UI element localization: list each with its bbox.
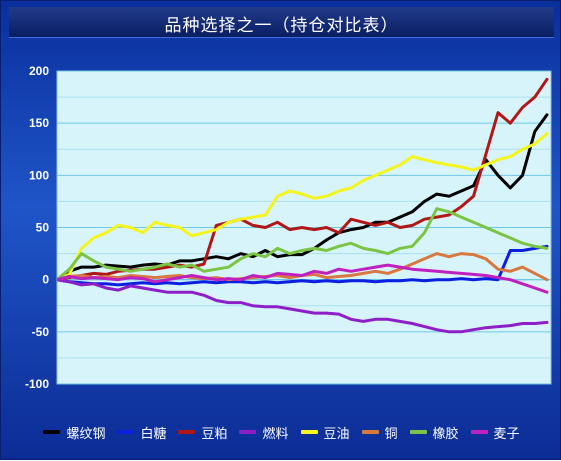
y-tick-label: 50 bbox=[36, 221, 50, 235]
legend-label: 橡胶 bbox=[432, 426, 459, 442]
legend-label: 豆粕 bbox=[201, 426, 228, 442]
series-line-3 bbox=[57, 278, 549, 334]
series-line-7 bbox=[57, 263, 549, 294]
legend-label: 铜 bbox=[384, 426, 398, 442]
series-line-6 bbox=[57, 207, 549, 282]
y-tick-label: 150 bbox=[29, 116, 49, 130]
series-line-4 bbox=[57, 132, 549, 282]
series-line-0 bbox=[57, 113, 549, 282]
legend-swatch bbox=[409, 430, 427, 434]
legend-label: 白糖 bbox=[140, 426, 167, 442]
chart-title: 品种选择之一（持仓对比表） bbox=[164, 16, 399, 36]
legend-swatch bbox=[239, 430, 257, 434]
series-lines bbox=[57, 77, 549, 334]
title-bar: 品种选择之一（持仓对比表） bbox=[9, 7, 554, 38]
legend-swatch bbox=[470, 430, 488, 434]
legend-item: 豆油 bbox=[300, 423, 350, 442]
legend-item: 燃料 bbox=[239, 423, 289, 442]
y-tick-label: -100 bbox=[25, 377, 49, 391]
legend: 螺纹钢 白糖 豆粕 燃料 豆油 铜 橡胶 麦子 bbox=[9, 419, 554, 445]
legend-label: 豆油 bbox=[323, 426, 350, 442]
legend-label: 螺纹钢 bbox=[66, 426, 106, 442]
legend-item: 白糖 bbox=[117, 423, 166, 442]
legend-label: 燃料 bbox=[262, 426, 289, 442]
y-tick-label: 0 bbox=[42, 273, 49, 287]
legend-item: 麦子 bbox=[470, 423, 520, 442]
y-tick-label: 100 bbox=[29, 168, 49, 182]
legend-item: 铜 bbox=[361, 423, 398, 442]
legend-swatch bbox=[300, 430, 318, 434]
legend-swatch bbox=[178, 430, 196, 434]
legend-label: 麦子 bbox=[493, 426, 520, 442]
y-tick-label: -50 bbox=[32, 325, 50, 339]
series-line-1 bbox=[57, 244, 549, 287]
legend-item: 豆粕 bbox=[178, 423, 227, 442]
legend-item: 螺纹钢 bbox=[43, 423, 105, 442]
legend-swatch bbox=[361, 430, 379, 434]
legend-item: 橡胶 bbox=[409, 423, 459, 442]
legend-swatch bbox=[43, 430, 61, 434]
y-axis-ticks: 200 150 100 50 0 -50 -100 bbox=[25, 64, 49, 391]
y-tick-label: 200 bbox=[29, 64, 49, 78]
legend-swatch bbox=[117, 430, 135, 434]
